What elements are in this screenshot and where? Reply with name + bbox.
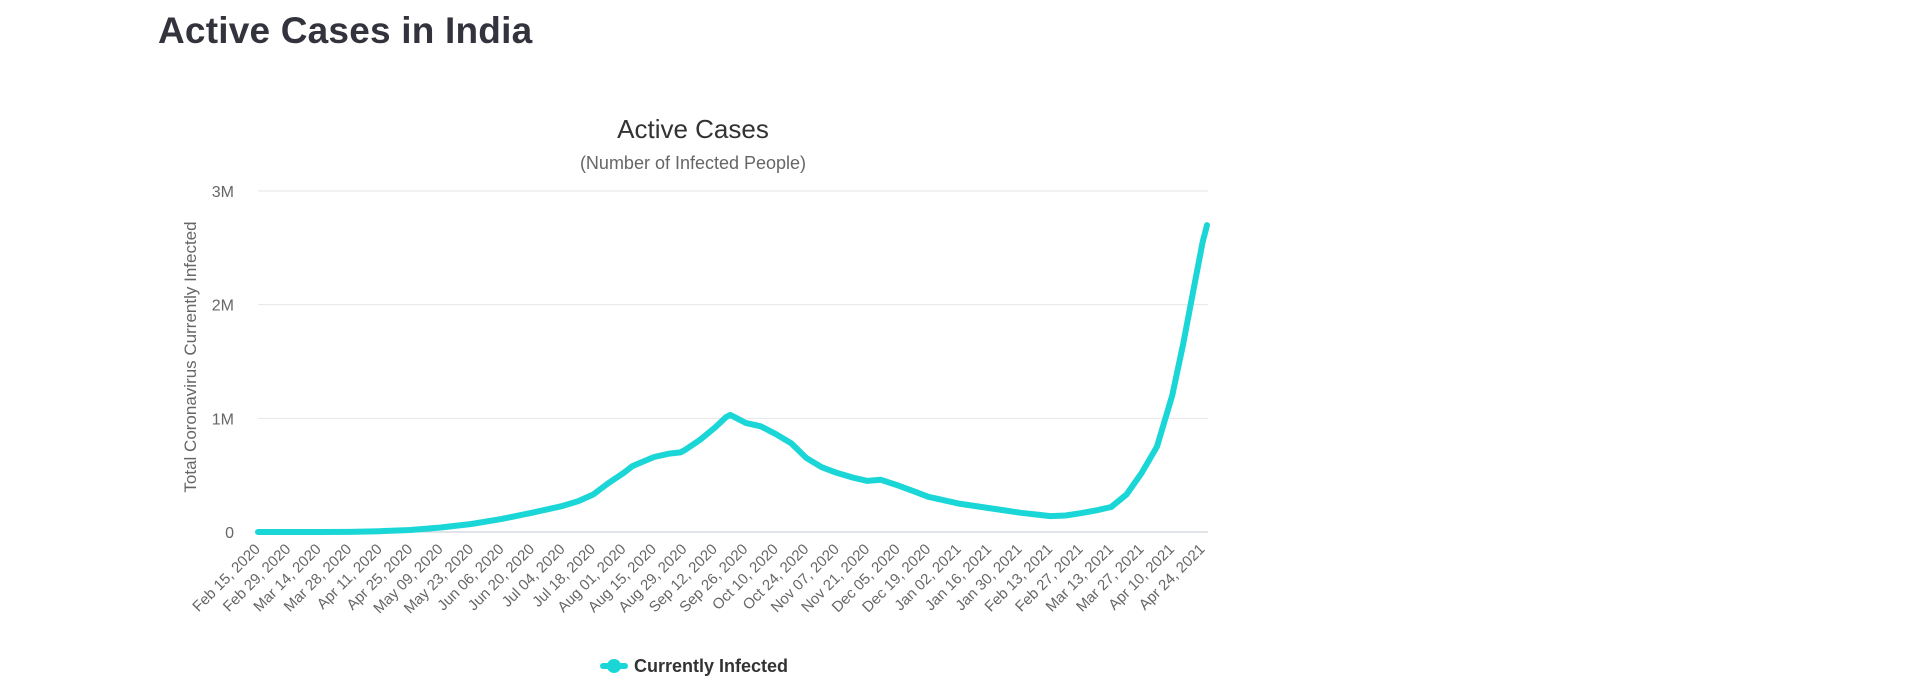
series-line-currently-infected[interactable] [255, 222, 1210, 535]
y-tick-label: 3M [212, 184, 234, 201]
y-tick-label: 1M [212, 411, 234, 428]
y-tick-label: 2M [212, 298, 234, 315]
chart-subtitle: (Number of Infected People) [580, 153, 806, 173]
legend-item-label: Currently Infected [634, 656, 788, 676]
chart-title: Active Cases [617, 114, 769, 144]
y-axis-title: Total Coronavirus Currently Infected [181, 221, 200, 492]
series-group [255, 222, 1210, 535]
page-title: Active Cases in India [158, 10, 533, 51]
grid-lines [258, 190, 1208, 533]
y-tick-label: 0 [225, 525, 234, 542]
legend[interactable]: Currently Infected [600, 656, 788, 676]
legend-marker-icon [607, 659, 621, 673]
y-axis-ticks: 0 1M 2M 3M [212, 184, 234, 542]
